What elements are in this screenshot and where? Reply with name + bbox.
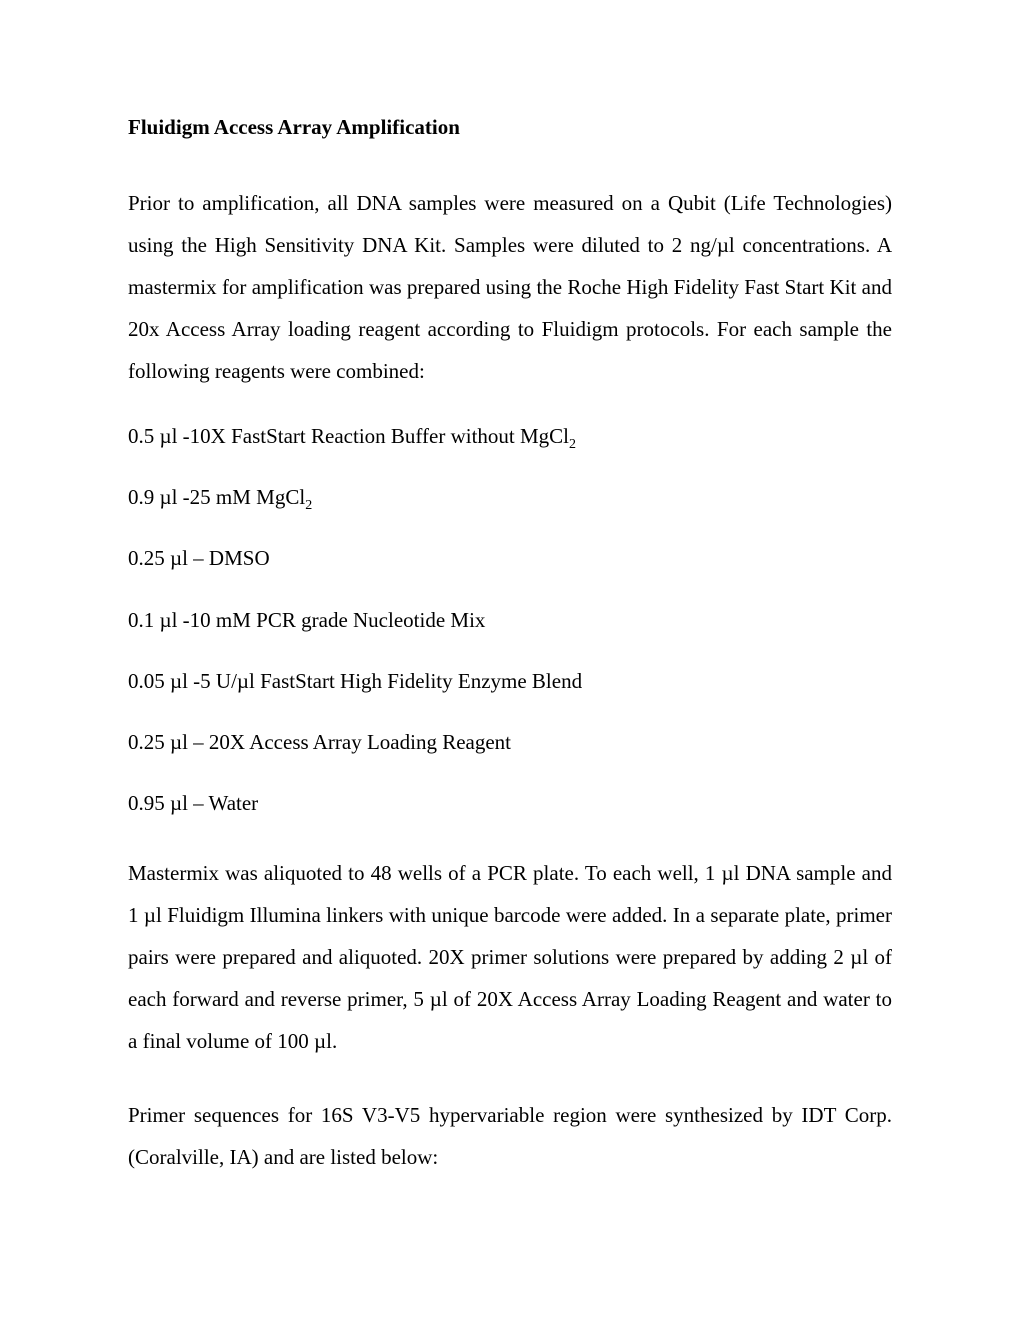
primer-paragraph: Primer sequences for 16S V3-V5 hypervari… bbox=[128, 1094, 892, 1178]
reagent-text: 0.9 µl -25 mM MgCl bbox=[128, 485, 305, 509]
mastermix-paragraph: Mastermix was aliquoted to 48 wells of a… bbox=[128, 852, 892, 1062]
reagent-line-4: 0.1 µl -10 mM PCR grade Nucleotide Mix bbox=[128, 608, 892, 633]
reagent-line-1: 0.5 µl -10X FastStart Reaction Buffer wi… bbox=[128, 424, 892, 449]
reagent-text: 0.05 µl -5 U/µl FastStart High Fidelity … bbox=[128, 669, 582, 693]
reagent-subscript: 2 bbox=[569, 437, 576, 452]
reagent-subscript: 2 bbox=[305, 498, 312, 513]
section-heading: Fluidigm Access Array Amplification bbox=[128, 115, 892, 140]
reagent-line-3: 0.25 µl – DMSO bbox=[128, 546, 892, 571]
reagent-line-2: 0.9 µl -25 mM MgCl2 bbox=[128, 485, 892, 510]
reagent-text: 0.95 µl – Water bbox=[128, 791, 258, 815]
reagent-text: 0.25 µl – DMSO bbox=[128, 546, 270, 570]
reagent-text: 0.5 µl -10X FastStart Reaction Buffer wi… bbox=[128, 424, 569, 448]
intro-paragraph: Prior to amplification, all DNA samples … bbox=[128, 182, 892, 392]
reagent-text: 0.25 µl – 20X Access Array Loading Reage… bbox=[128, 730, 511, 754]
reagent-line-5: 0.05 µl -5 U/µl FastStart High Fidelity … bbox=[128, 669, 892, 694]
reagent-text: 0.1 µl -10 mM PCR grade Nucleotide Mix bbox=[128, 608, 485, 632]
reagent-line-7: 0.95 µl – Water bbox=[128, 791, 892, 816]
reagent-line-6: 0.25 µl – 20X Access Array Loading Reage… bbox=[128, 730, 892, 755]
